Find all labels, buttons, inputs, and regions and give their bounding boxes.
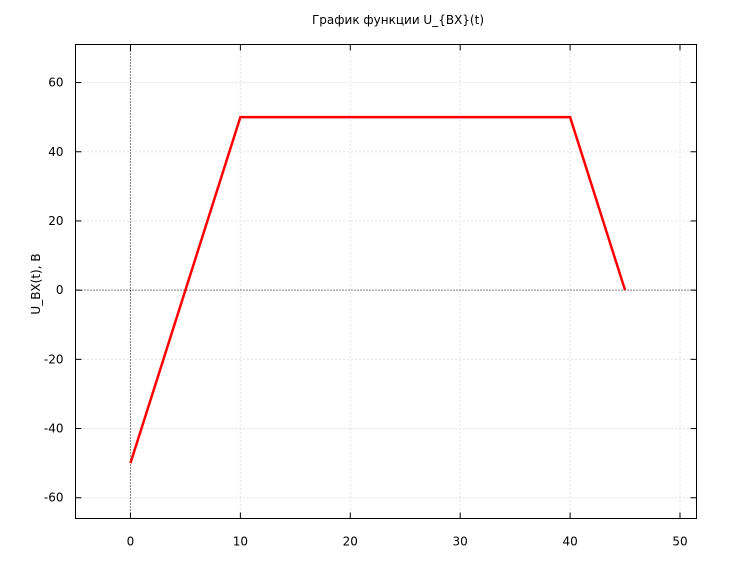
ticks [75, 44, 697, 519]
x-tick-label: 50 [672, 535, 687, 549]
series-group [129, 115, 627, 464]
y-tick-label: -40 [44, 422, 64, 436]
grid [75, 44, 697, 519]
x-tick-labels: 0 10 20 30 40 50 [127, 535, 688, 549]
y-tick-label: 0 [56, 283, 64, 297]
y-tick-label: 40 [48, 145, 63, 159]
series-line [129, 115, 627, 464]
y-tick-labels: -60 -40 -20 0 20 40 60 [44, 76, 64, 505]
y-axis-label: U_BX(t), B [29, 253, 43, 314]
x-tick-label: 30 [453, 535, 468, 549]
y-tick-label: -20 [44, 352, 64, 366]
y-tick-label: 60 [48, 76, 63, 90]
x-tick-label: 0 [127, 535, 135, 549]
x-tick-label: 40 [562, 535, 577, 549]
y-tick-label: -60 [44, 491, 64, 505]
plot-frame [75, 44, 697, 519]
x-tick-label: 20 [343, 535, 358, 549]
chart-title: График функции U_{BX}(t) [312, 13, 484, 27]
x-tick-label: 10 [233, 535, 248, 549]
zero-axes [75, 44, 697, 519]
y-tick-label: 20 [48, 214, 63, 228]
